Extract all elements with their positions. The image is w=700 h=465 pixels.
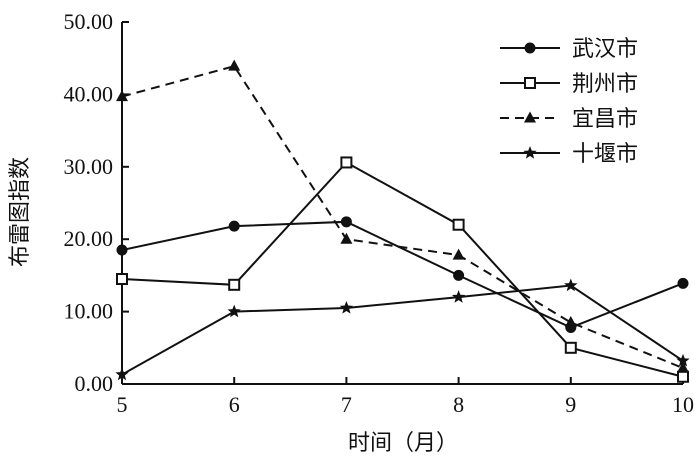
data-point	[227, 304, 241, 318]
series-2	[116, 156, 689, 383]
data-point	[340, 216, 352, 228]
data-point	[564, 278, 578, 292]
data-point	[451, 290, 466, 303]
data-point	[452, 248, 465, 260]
legend-item: 宜昌市	[500, 107, 638, 132]
legend-label: 荆州市	[572, 72, 638, 97]
data-point	[677, 361, 689, 373]
y-tick-label: 30.00	[64, 154, 114, 179]
data-point	[115, 367, 129, 381]
series-3	[116, 59, 689, 373]
data-point	[676, 353, 690, 367]
legend-item: 十堰市	[500, 142, 638, 167]
x-tick-label: 10	[672, 392, 694, 417]
legend-marker	[524, 77, 536, 89]
data-point	[677, 370, 689, 383]
legend-label: 宜昌市	[572, 107, 638, 132]
legend-marker	[524, 42, 536, 54]
legend-item: 荆州市	[500, 72, 638, 97]
legend-item: 武汉市	[500, 37, 638, 62]
data-point	[340, 232, 353, 244]
legend-marker	[524, 111, 536, 123]
y-tick-label: 50.00	[64, 9, 114, 34]
series-4	[115, 278, 690, 381]
series-line	[121, 220, 684, 329]
x-axis-title: 时间（月）	[348, 431, 458, 456]
y-tick-label: 20.00	[64, 226, 114, 251]
x-tick-label: 8	[453, 392, 464, 417]
data-point	[677, 277, 689, 289]
x-tick-label: 9	[565, 392, 576, 417]
series-1	[116, 216, 689, 334]
data-point	[116, 273, 128, 286]
series-line	[121, 161, 684, 378]
x-tick-label: 5	[117, 392, 128, 417]
data-point	[228, 278, 241, 291]
series-line	[121, 65, 684, 369]
data-point	[564, 315, 577, 327]
chart-axes: 0.00 10.00 20.00 30.00 40.00 50.00 5 6 7 8 9 10	[64, 9, 695, 417]
data-point	[339, 300, 354, 314]
data-point	[340, 156, 353, 169]
data-point	[453, 269, 465, 281]
data-point	[116, 90, 128, 102]
legend-label: 武汉市	[572, 37, 638, 62]
data-point	[228, 59, 241, 71]
y-tick-label: 40.00	[64, 81, 114, 106]
chart-series-layer	[115, 59, 690, 383]
legend-marker	[523, 146, 537, 159]
x-tick-label: 6	[229, 392, 240, 417]
series-line	[121, 284, 684, 376]
data-point	[452, 218, 465, 231]
legend-label: 十堰市	[572, 142, 638, 167]
data-point	[564, 341, 577, 354]
data-point	[228, 220, 240, 232]
y-tick-label: 0.00	[75, 371, 114, 396]
y-axis-title: 布雷图指数	[8, 157, 33, 267]
x-tick-label: 7	[341, 392, 352, 417]
data-point	[116, 244, 128, 256]
y-tick-label: 10.00	[64, 299, 114, 324]
